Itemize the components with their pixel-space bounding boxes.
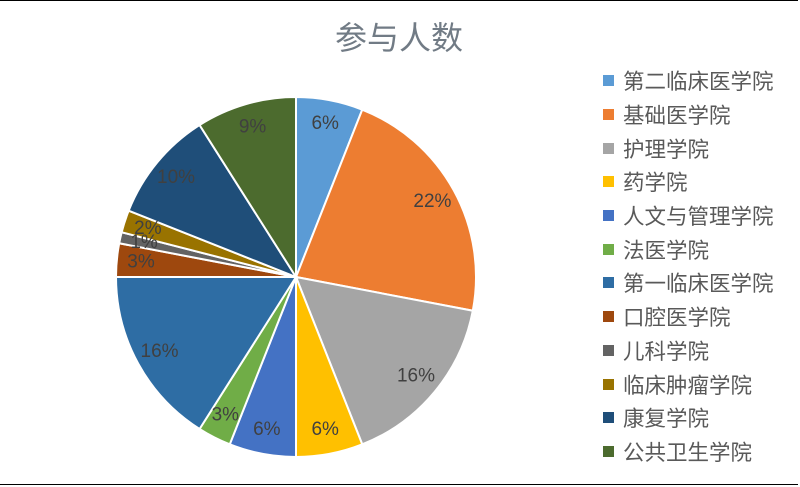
svg-text:6%: 6% — [311, 113, 339, 134]
svg-text:22%: 22% — [413, 191, 451, 212]
svg-text:6%: 6% — [311, 419, 339, 440]
svg-text:9%: 9% — [239, 116, 267, 137]
svg-text:10%: 10% — [157, 167, 195, 188]
svg-text:3%: 3% — [127, 251, 155, 272]
svg-text:16%: 16% — [397, 365, 435, 386]
svg-text:16%: 16% — [141, 341, 179, 362]
svg-text:2%: 2% — [134, 218, 162, 239]
svg-text:3%: 3% — [212, 405, 240, 426]
svg-text:6%: 6% — [253, 419, 281, 440]
